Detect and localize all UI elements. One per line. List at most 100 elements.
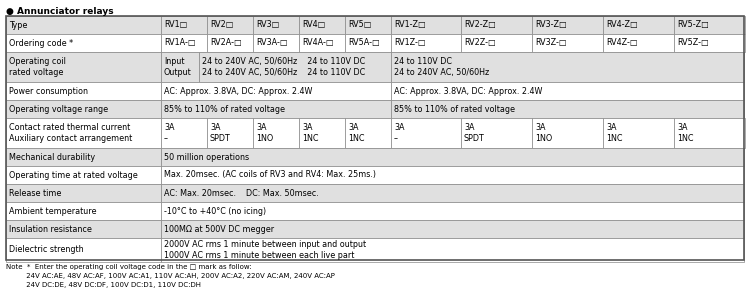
- Text: 24 to 110V DC
24 to 240V AC, 50/60Hz: 24 to 110V DC 24 to 240V AC, 50/60Hz: [394, 57, 489, 77]
- Bar: [207, 16, 253, 34]
- Text: 3A
1NC: 3A 1NC: [348, 123, 364, 143]
- Bar: [6, 16, 161, 34]
- Text: RV5A-□: RV5A-□: [348, 38, 380, 47]
- Bar: [603, 118, 674, 148]
- Bar: [6, 202, 161, 220]
- Bar: [6, 34, 161, 52]
- Text: RV4□: RV4□: [302, 20, 326, 29]
- Bar: [161, 184, 744, 202]
- Bar: [161, 148, 744, 166]
- Text: 3A
–: 3A –: [394, 123, 404, 143]
- Text: Note  *  Enter the operating coil voltage code in the □ mark as follow:: Note * Enter the operating coil voltage …: [6, 264, 251, 270]
- Text: RV4Z-□: RV4Z-□: [606, 38, 638, 47]
- Bar: [674, 16, 745, 34]
- Text: 3A
1NO: 3A 1NO: [535, 123, 552, 143]
- Bar: [674, 118, 745, 148]
- Bar: [6, 184, 161, 202]
- Bar: [461, 118, 532, 148]
- Text: RV2-Z□: RV2-Z□: [464, 20, 496, 29]
- Text: 100MΩ at 500V DC megger: 100MΩ at 500V DC megger: [164, 224, 274, 233]
- Bar: [674, 34, 745, 52]
- Text: RV3Z-□: RV3Z-□: [535, 38, 566, 47]
- Text: RV3A-□: RV3A-□: [256, 38, 287, 47]
- Bar: [603, 16, 674, 34]
- Text: RV1A-□: RV1A-□: [164, 38, 195, 47]
- Text: -10°C to +40°C (no icing): -10°C to +40°C (no icing): [164, 206, 266, 215]
- Text: 50 million operations: 50 million operations: [164, 152, 249, 161]
- Text: Power consumption: Power consumption: [9, 86, 88, 95]
- Text: 3A
SPDT: 3A SPDT: [210, 123, 231, 143]
- Bar: [199, 52, 391, 82]
- Text: 3A
1NO: 3A 1NO: [256, 123, 273, 143]
- Text: Contact rated thermal current
Auxiliary contact arrangement: Contact rated thermal current Auxiliary …: [9, 123, 132, 143]
- Bar: [532, 34, 603, 52]
- Text: Max. 20msec. (AC coils of RV3 and RV4: Max. 25ms.): Max. 20msec. (AC coils of RV3 and RV4: M…: [164, 170, 376, 179]
- Text: RV1-Z□: RV1-Z□: [394, 20, 425, 29]
- Bar: [345, 34, 391, 52]
- Bar: [6, 82, 161, 100]
- Text: 3A
SPDT: 3A SPDT: [464, 123, 484, 143]
- Bar: [161, 34, 207, 52]
- Bar: [6, 148, 161, 166]
- Text: AC: Max. 20msec.    DC: Max. 50msec.: AC: Max. 20msec. DC: Max. 50msec.: [164, 188, 319, 197]
- Bar: [161, 16, 207, 34]
- Bar: [299, 16, 345, 34]
- Bar: [345, 118, 391, 148]
- Bar: [461, 34, 532, 52]
- Text: 2000V AC rms 1 minute between input and output
1000V AC rms 1 minute between eac: 2000V AC rms 1 minute between input and …: [164, 240, 366, 260]
- Text: RV5Z-□: RV5Z-□: [677, 38, 709, 47]
- Text: RV3□: RV3□: [256, 20, 279, 29]
- Bar: [207, 34, 253, 52]
- Bar: [161, 118, 207, 148]
- Text: RV2□: RV2□: [210, 20, 233, 29]
- Text: 24V DC:DE, 48V DC:DF, 100V DC:D1, 110V DC:DH: 24V DC:DE, 48V DC:DF, 100V DC:D1, 110V D…: [6, 282, 201, 288]
- Text: ● Annunciator relays: ● Annunciator relays: [6, 7, 114, 16]
- Bar: [461, 16, 532, 34]
- Text: 3A
1NC: 3A 1NC: [302, 123, 319, 143]
- Text: Input
Output: Input Output: [164, 57, 192, 77]
- Text: RV2A-□: RV2A-□: [210, 38, 242, 47]
- Bar: [253, 34, 299, 52]
- Bar: [6, 100, 161, 118]
- Text: Operating voltage range: Operating voltage range: [9, 104, 108, 113]
- Bar: [161, 82, 391, 100]
- Text: Dielectric strength: Dielectric strength: [9, 245, 84, 254]
- Text: 24 to 240V AC, 50/60Hz    24 to 110V DC
24 to 240V AC, 50/60Hz    24 to 110V DC: 24 to 240V AC, 50/60Hz 24 to 110V DC 24 …: [202, 57, 365, 77]
- Bar: [207, 118, 253, 148]
- Bar: [391, 118, 461, 148]
- Text: Operating time at rated voltage: Operating time at rated voltage: [9, 170, 138, 179]
- Bar: [161, 100, 391, 118]
- Text: 3A
–: 3A –: [164, 123, 175, 143]
- Text: RV3-Z□: RV3-Z□: [535, 20, 566, 29]
- Bar: [161, 166, 744, 184]
- Text: 24V AC:AE, 48V AC:AF, 100V AC:A1, 110V AC:AH, 200V AC:A2, 220V AC:AM, 240V AC:AP: 24V AC:AE, 48V AC:AF, 100V AC:A1, 110V A…: [6, 273, 334, 279]
- Text: 3A
1NC: 3A 1NC: [606, 123, 622, 143]
- Bar: [253, 16, 299, 34]
- Text: Release time: Release time: [9, 188, 62, 197]
- Bar: [6, 238, 161, 262]
- Bar: [6, 166, 161, 184]
- Text: RV1Z-□: RV1Z-□: [394, 38, 425, 47]
- Bar: [161, 238, 744, 262]
- Bar: [345, 16, 391, 34]
- Text: Ambient temperature: Ambient temperature: [9, 206, 97, 215]
- Bar: [6, 52, 161, 82]
- Text: 3A
1NC: 3A 1NC: [677, 123, 694, 143]
- Bar: [161, 220, 744, 238]
- Text: Type: Type: [9, 20, 27, 29]
- Bar: [6, 16, 744, 260]
- Text: Operating coil
rated voltage: Operating coil rated voltage: [9, 57, 66, 77]
- Bar: [161, 202, 744, 220]
- Text: Ordering code *: Ordering code *: [9, 38, 74, 47]
- Bar: [391, 16, 461, 34]
- Bar: [391, 100, 744, 118]
- Bar: [299, 118, 345, 148]
- Bar: [6, 220, 161, 238]
- Bar: [299, 34, 345, 52]
- Text: AC: Approx. 3.8VA, DC: Approx. 2.4W: AC: Approx. 3.8VA, DC: Approx. 2.4W: [394, 86, 542, 95]
- Text: RV4A-□: RV4A-□: [302, 38, 333, 47]
- Text: AC: Approx. 3.8VA, DC: Approx. 2.4W: AC: Approx. 3.8VA, DC: Approx. 2.4W: [164, 86, 312, 95]
- Bar: [6, 118, 161, 148]
- Bar: [603, 34, 674, 52]
- Bar: [253, 118, 299, 148]
